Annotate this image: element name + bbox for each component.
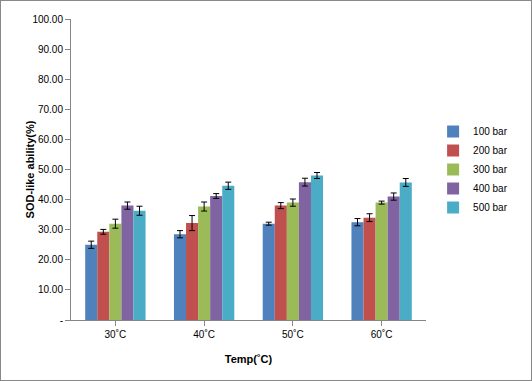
svg-text:90.00: 90.00	[38, 44, 63, 55]
svg-text:70.00: 70.00	[38, 104, 63, 115]
svg-text:10.00: 10.00	[38, 284, 63, 295]
svg-text:30˚C: 30˚C	[105, 329, 127, 340]
svg-text:40.00: 40.00	[38, 194, 63, 205]
svg-text:400 bar: 400 bar	[473, 183, 508, 194]
svg-text:Temp(˚C): Temp(˚C)	[225, 353, 273, 365]
svg-text:60˚C: 60˚C	[371, 329, 393, 340]
svg-text:60.00: 60.00	[38, 134, 63, 145]
svg-text:500 bar: 500 bar	[473, 202, 508, 213]
svg-text:300 bar: 300 bar	[473, 164, 508, 175]
svg-text:20.00: 20.00	[38, 254, 63, 265]
svg-text:200 bar: 200 bar	[473, 145, 508, 156]
svg-text:100 bar: 100 bar	[473, 126, 508, 137]
svg-text:40˚C: 40˚C	[193, 329, 215, 340]
svg-text:-: -	[60, 315, 63, 326]
svg-text:30.00: 30.00	[38, 224, 63, 235]
svg-text:100.00: 100.00	[32, 14, 63, 25]
svg-text:SOD-like ability(%): SOD-like ability(%)	[24, 120, 36, 218]
svg-text:50.00: 50.00	[38, 164, 63, 175]
svg-text:50˚C: 50˚C	[282, 329, 304, 340]
svg-text:80.00: 80.00	[38, 74, 63, 85]
